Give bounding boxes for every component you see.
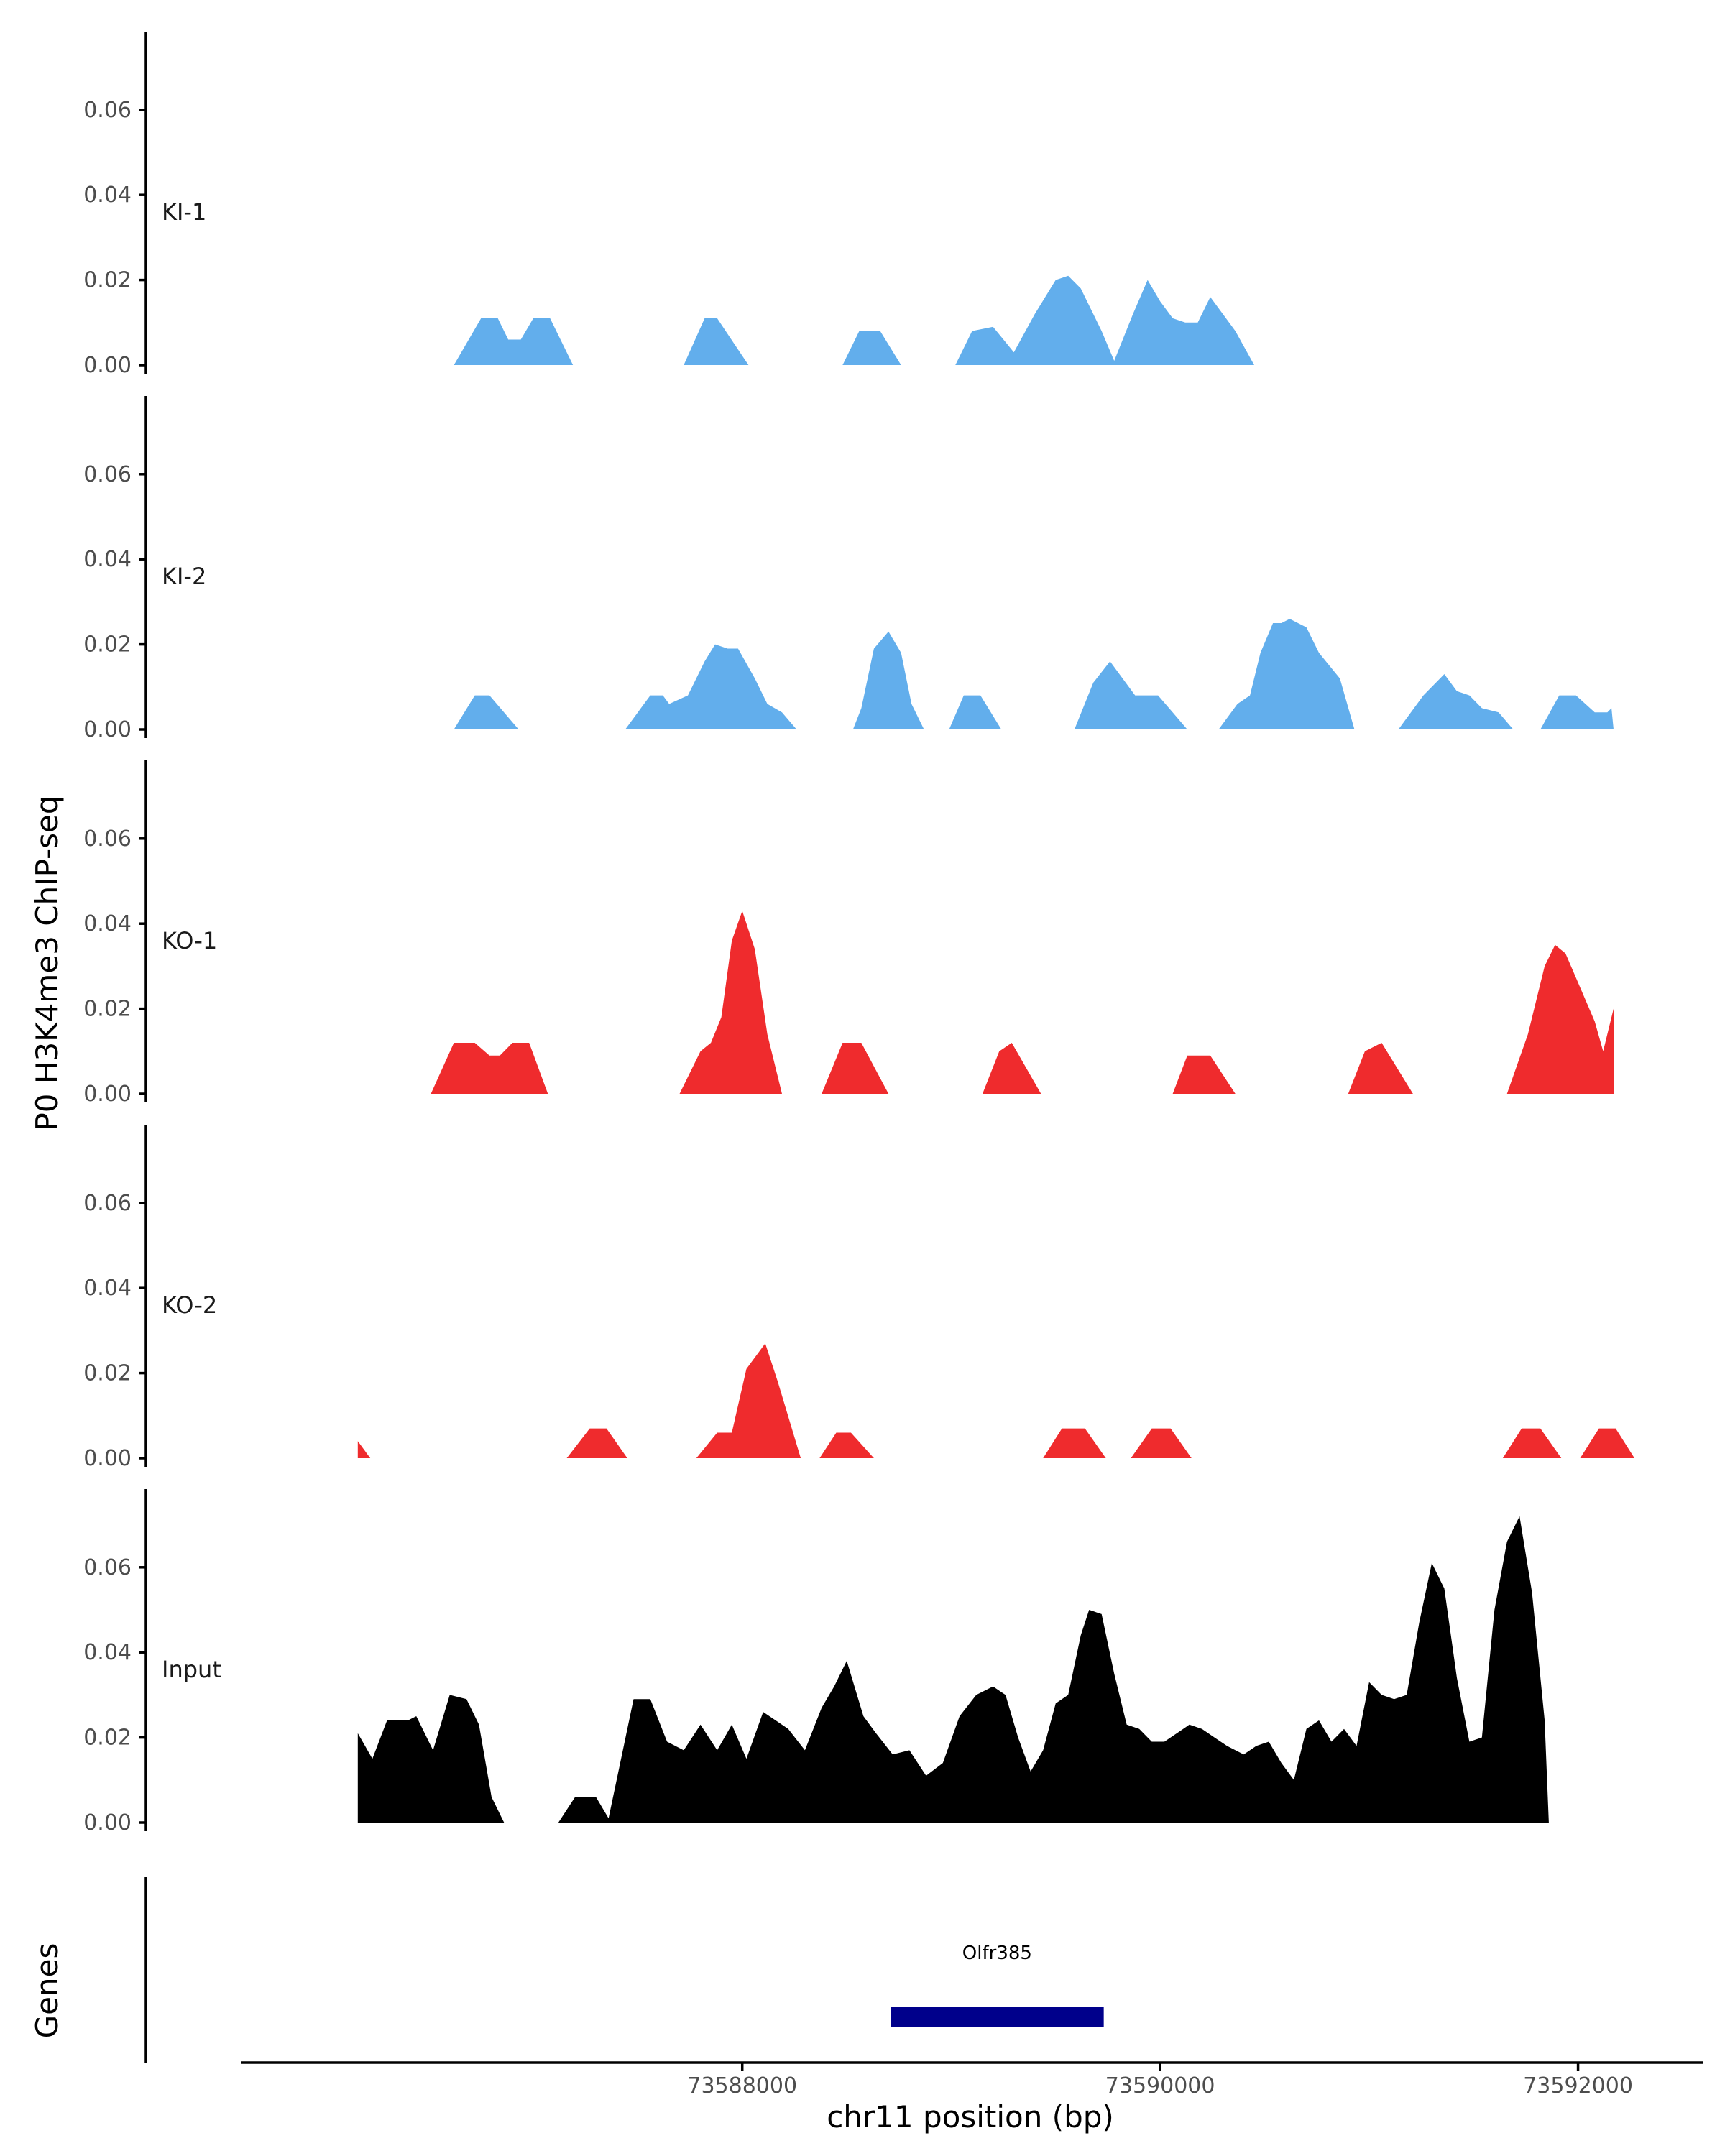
track-label-ko-1: KO-1 (162, 927, 217, 954)
track-ki-2: 0.00 0.02 0.04 0.06 KI-2 (83, 396, 1614, 742)
y-axis-title: P0 H3K4me3 ChIP-seq (29, 795, 65, 1130)
y-tick-label-ko-1: 0.04 (83, 911, 132, 936)
x-axis: 73588000 73590000 73592000 (241, 2061, 1703, 2099)
track-input: 0.00 0.02 0.04 0.06 Input (83, 1489, 1549, 1835)
y-tick-label-input: 0.04 (83, 1640, 132, 1665)
y-tick-label-ki-1: 0.04 (83, 183, 132, 208)
y-tick-label-ki-2: 0.04 (83, 547, 132, 572)
signal-area-ki-2 (454, 619, 1614, 729)
gene-bar (891, 2007, 1104, 2027)
x-axis-title: chr11 position (bp) (827, 2099, 1114, 2134)
genes-axis-title: Genes (29, 1943, 65, 2039)
y-tick-label-ko-1: 0.00 (83, 1082, 132, 1107)
y-tick-label-ko-1: 0.06 (83, 826, 132, 852)
signal-area-ko-2 (357, 1343, 1635, 1458)
track-label-input: Input (162, 1656, 221, 1683)
signal-area-input (357, 1516, 1549, 1823)
y-tick-label-input: 0.02 (83, 1726, 132, 1751)
x-tick-label: 73592000 (1523, 2073, 1633, 2099)
track-ko-2: 0.00 0.02 0.04 0.06 KO-2 (83, 1125, 1635, 1471)
y-tick-label-ki-2: 0.00 (83, 717, 132, 742)
y-tick-label-ki-2: 0.06 (83, 462, 132, 487)
y-tick-label-input: 0.00 (83, 1810, 132, 1835)
y-tick-label-ki-1: 0.06 (83, 98, 132, 123)
gene-track: Olfr385 (144, 1877, 1104, 2063)
track-label-ko-2: KO-2 (162, 1291, 217, 1319)
y-tick-label-input: 0.06 (83, 1555, 132, 1580)
gene-label: Olfr385 (962, 1943, 1032, 1964)
y-tick-label-ko-2: 0.06 (83, 1191, 132, 1216)
y-tick-label-ko-2: 0.00 (83, 1446, 132, 1471)
track-ki-1: 0.00 0.02 0.04 0.06 KI-1 (83, 32, 1256, 378)
signal-area-ki-1 (454, 275, 1256, 365)
y-tick-label-ki-2: 0.02 (83, 632, 132, 658)
tracks: 0.00 0.02 0.04 0.06 KI-1 0.00 0.02 0.04 0.06 KI-2… (83, 32, 1635, 1835)
y-tick-label-ki-1: 0.02 (83, 268, 132, 293)
track-label-ki-2: KI-2 (162, 563, 206, 590)
track-ko-1: 0.00 0.02 0.04 0.06 KO-1 (83, 760, 1614, 1107)
y-tick-label-ko-2: 0.04 (83, 1276, 132, 1301)
x-tick-label: 73588000 (687, 2073, 797, 2099)
track-label-ki-1: KI-1 (162, 198, 206, 226)
y-tick-label-ko-2: 0.02 (83, 1361, 132, 1386)
x-tick-label: 73590000 (1105, 2073, 1215, 2099)
signal-area-ko-1 (431, 911, 1614, 1094)
y-tick-label-ko-1: 0.02 (83, 997, 132, 1022)
y-tick-label-ki-1: 0.00 (83, 353, 132, 378)
